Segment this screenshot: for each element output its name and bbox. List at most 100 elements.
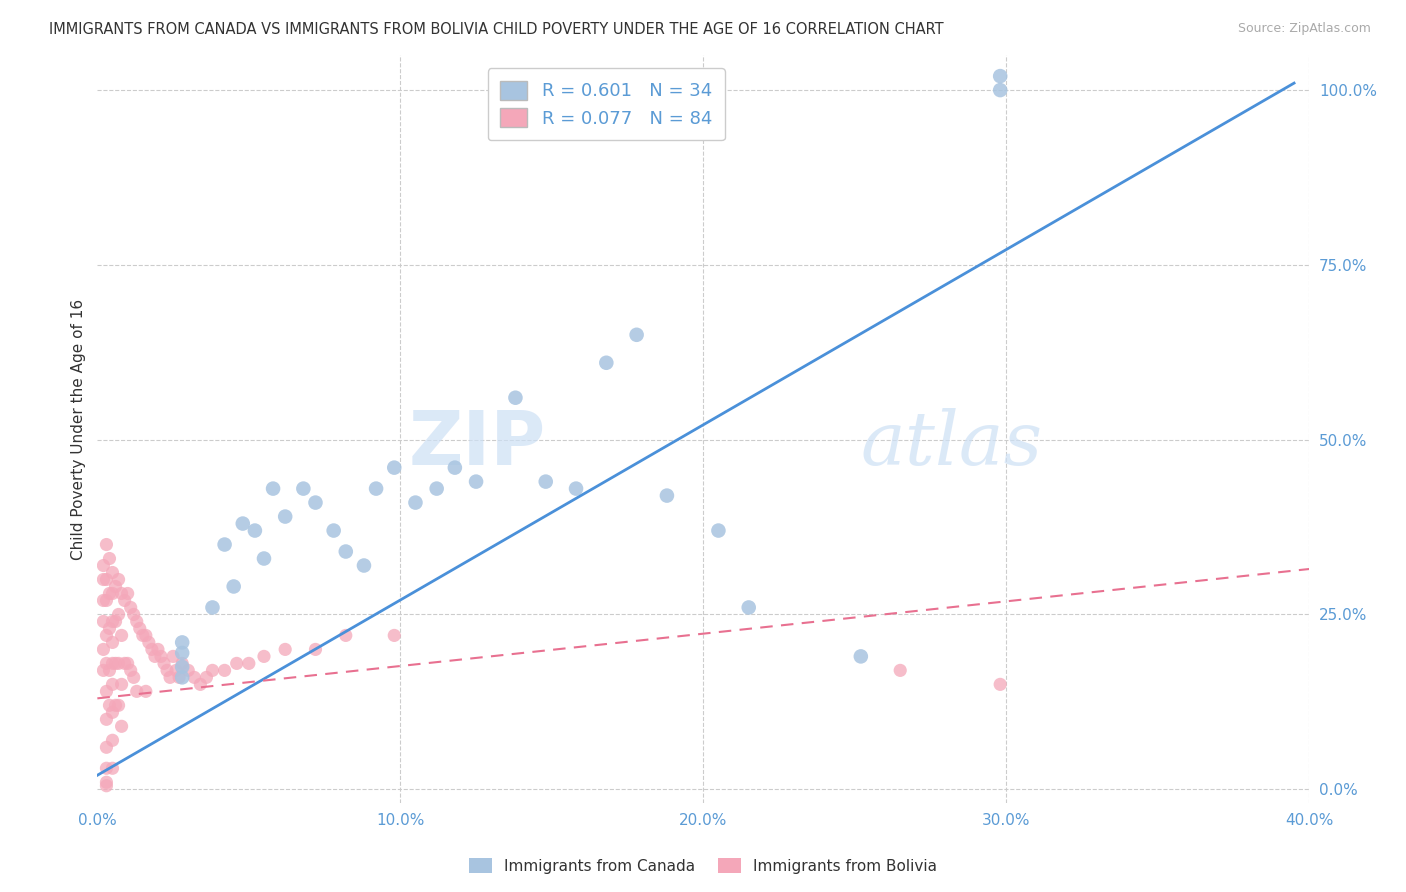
Point (138, 635, 160, 649)
Point (93, 558, 115, 573)
Point (101, 657, 124, 671)
Point (96, 761, 118, 775)
Point (177, 664, 200, 678)
Point (149, 649, 172, 664)
Point (96, 684, 118, 698)
Point (110, 677, 132, 691)
Point (125, 615, 148, 629)
Point (243, 524, 266, 538)
Point (93, 615, 115, 629)
Point (253, 551, 276, 566)
Point (141, 642, 163, 657)
Point (304, 495, 326, 509)
Point (274, 509, 297, 524)
Y-axis label: Child Poverty Under the Age of 16: Child Poverty Under the Age of 16 (72, 299, 86, 560)
Point (96, 593, 118, 607)
Point (626, 327, 648, 342)
Point (262, 482, 284, 496)
Text: Source: ZipAtlas.com: Source: ZipAtlas.com (1237, 22, 1371, 36)
Point (190, 677, 212, 691)
Point (382, 460, 405, 475)
Point (274, 642, 297, 657)
Point (201, 600, 224, 615)
Point (214, 537, 236, 551)
Point (214, 664, 236, 678)
Point (232, 516, 254, 531)
Point (335, 544, 357, 558)
Point (988, 83, 1011, 97)
Point (465, 475, 488, 489)
Point (238, 657, 260, 671)
Text: ZIP: ZIP (409, 408, 546, 481)
Point (96, 740, 118, 755)
Point (98, 664, 121, 678)
Point (225, 657, 247, 671)
Point (988, 69, 1011, 83)
Point (404, 495, 426, 509)
Point (595, 356, 617, 370)
Text: IMMIGRANTS FROM CANADA VS IMMIGRANTS FROM BOLIVIA CHILD POVERTY UNDER THE AGE OF: IMMIGRANTS FROM CANADA VS IMMIGRANTS FRO… (49, 22, 943, 37)
Point (172, 657, 194, 671)
Point (172, 635, 194, 649)
Point (183, 670, 205, 684)
Point (101, 615, 124, 629)
Point (93, 642, 115, 657)
Point (122, 670, 145, 684)
Point (104, 698, 127, 713)
Point (167, 670, 190, 684)
Point (107, 657, 129, 671)
Point (98, 586, 121, 600)
Point (292, 482, 315, 496)
Point (153, 657, 176, 671)
Point (135, 684, 157, 698)
Point (96, 657, 118, 671)
Point (156, 664, 179, 678)
Point (101, 566, 124, 580)
Point (364, 482, 387, 496)
Point (96, 779, 118, 793)
Point (101, 635, 124, 649)
Point (172, 646, 194, 660)
Point (101, 733, 124, 747)
Point (988, 677, 1011, 691)
Point (98, 698, 121, 713)
Point (96, 775, 118, 789)
Point (889, 664, 911, 678)
Point (101, 677, 124, 691)
Point (104, 615, 127, 629)
Point (707, 524, 730, 538)
Point (849, 649, 872, 664)
Point (110, 719, 132, 733)
Point (146, 642, 169, 657)
Point (426, 482, 449, 496)
Point (107, 607, 129, 622)
Point (98, 551, 121, 566)
Point (93, 664, 115, 678)
Point (104, 657, 127, 671)
Point (96, 537, 118, 551)
Point (101, 586, 124, 600)
Point (172, 670, 194, 684)
Point (143, 649, 166, 664)
Point (201, 664, 224, 678)
Point (353, 558, 375, 573)
Point (117, 657, 139, 671)
Point (110, 628, 132, 642)
Point (98, 622, 121, 636)
Point (162, 649, 184, 664)
Point (322, 524, 344, 538)
Point (165, 664, 187, 678)
Point (120, 600, 142, 615)
Point (101, 761, 124, 775)
Point (655, 489, 678, 503)
Point (128, 622, 150, 636)
Point (335, 628, 357, 642)
Point (444, 460, 467, 475)
Point (253, 649, 276, 664)
Legend: R = 0.601   N = 34, R = 0.077   N = 84: R = 0.601 N = 34, R = 0.077 N = 84 (488, 68, 725, 140)
Point (114, 593, 136, 607)
Point (120, 664, 142, 678)
Point (159, 670, 181, 684)
Point (304, 642, 326, 657)
Point (132, 628, 155, 642)
